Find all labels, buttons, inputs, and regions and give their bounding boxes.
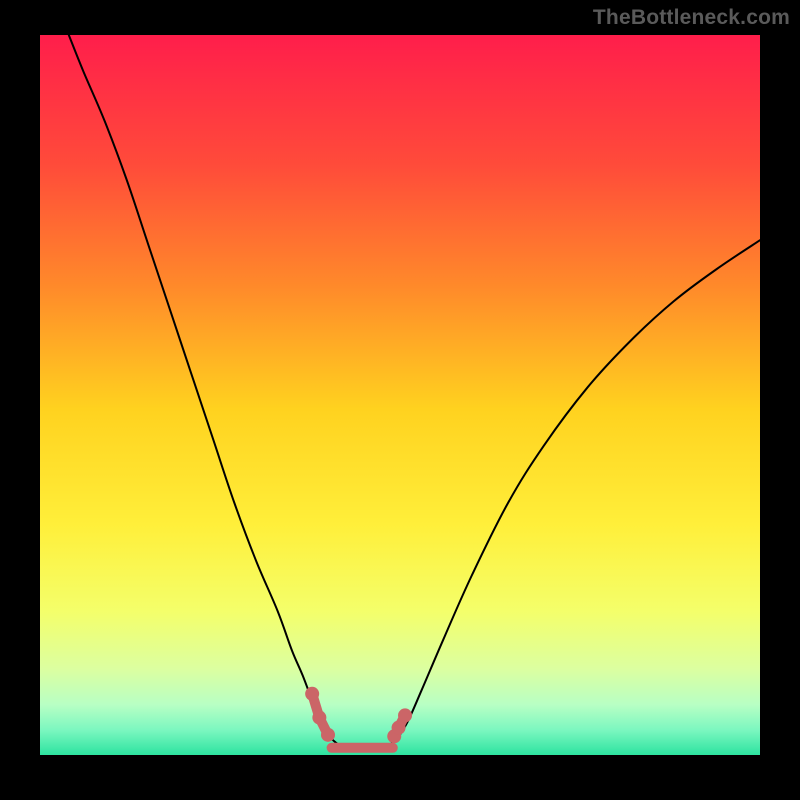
highlight-point [312, 711, 326, 725]
highlight-point [392, 721, 406, 735]
highlight-point [305, 687, 319, 701]
highlight-point [321, 728, 335, 742]
plot-area [40, 35, 760, 755]
watermark-text: TheBottleneck.com [593, 6, 790, 30]
gradient-background [40, 35, 760, 755]
chart-container: TheBottleneck.com [0, 0, 800, 800]
highlight-point [398, 708, 412, 722]
chart-svg [40, 35, 760, 755]
